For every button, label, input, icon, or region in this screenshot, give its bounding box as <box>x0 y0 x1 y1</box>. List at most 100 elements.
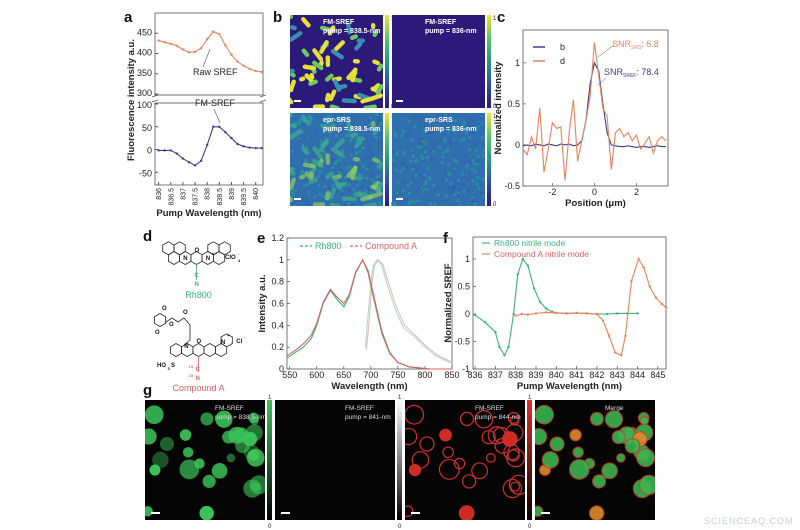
molecule-name-rh800: Rh800 <box>185 290 212 300</box>
noise-pixel <box>448 172 452 176</box>
noise-pixel <box>411 151 415 155</box>
cell <box>624 438 641 454</box>
noise-pixel <box>378 116 382 120</box>
bacterium-rod <box>376 63 383 72</box>
annotation-pointer <box>597 44 615 58</box>
bacterium-rod <box>363 202 377 206</box>
data-point <box>503 354 506 357</box>
noise-pixel <box>453 155 457 159</box>
cell <box>589 411 604 426</box>
compound-a-absorption-line <box>286 258 452 370</box>
data-point <box>512 312 515 316</box>
image-2: FM-SREF pump = 844-nm 1 0 <box>405 395 532 530</box>
cell <box>405 505 414 517</box>
scale-bar <box>281 512 290 514</box>
noise-pixel <box>379 179 383 183</box>
atom-n: N <box>195 282 199 288</box>
x-tick-label: 836.5 <box>168 188 175 206</box>
cell <box>471 462 489 480</box>
noise-pixel <box>330 117 334 121</box>
noise-pixel <box>343 202 347 206</box>
noise-pixel <box>457 178 461 182</box>
noise-pixel <box>431 143 435 147</box>
noise-pixel <box>293 204 297 206</box>
counterion: ClO <box>225 255 236 261</box>
noise-pixel <box>310 116 314 120</box>
panel-g-images: FM-SREF pump = 838.5-nm 1 0 FM-SREF pump = 84… <box>145 395 655 530</box>
cell <box>202 474 216 488</box>
data-point <box>520 312 523 316</box>
cell <box>636 448 655 468</box>
snr-value: : 6.8 <box>641 39 659 49</box>
noise-pixel <box>421 156 425 160</box>
noise-pixel <box>340 148 344 152</box>
bacterium-rod <box>301 146 310 155</box>
noise-pixel <box>452 137 456 141</box>
noise-pixel <box>402 189 406 193</box>
noise-pixel <box>439 205 443 206</box>
noise-pixel <box>394 168 398 172</box>
counterion-charge: - <box>238 251 240 256</box>
noise-pixel <box>481 132 485 136</box>
noise-pixel <box>409 159 413 163</box>
cell <box>535 404 555 425</box>
noise-pixel <box>303 183 307 187</box>
noise-pixel <box>440 161 444 165</box>
data-point <box>642 266 645 269</box>
data-point <box>187 161 191 164</box>
noise-pixel <box>307 203 311 206</box>
panel-a-chart: 300 350 400 450 -50 0 50 100 836 836.5 837 837.5 838… <box>126 12 267 219</box>
noise-pixel <box>305 191 309 195</box>
noise-pixel <box>461 172 465 176</box>
y-tick-label: -0.5 <box>454 337 470 347</box>
noise-pixel <box>291 201 295 205</box>
bacterium-rod <box>290 194 294 203</box>
noise-pixel <box>414 173 418 177</box>
bacterium-rod <box>290 123 297 129</box>
bacterium-rod <box>363 104 377 108</box>
bacterium-rod <box>360 96 373 104</box>
cell <box>601 462 618 480</box>
y-tick-label: 50 <box>142 123 152 133</box>
noise-pixel <box>467 160 471 164</box>
x-tick-label: -2 <box>548 187 556 197</box>
noise-pixel <box>410 123 414 127</box>
noise-pixel <box>466 184 470 188</box>
noise-pixel <box>401 166 405 170</box>
noise-pixel <box>369 191 373 195</box>
noise-pixel <box>474 159 478 163</box>
image-subtitle: pump = 836-nm <box>425 28 477 35</box>
image-3: Merge <box>535 400 655 520</box>
noise-pixel <box>421 176 425 180</box>
noise-pixel <box>419 186 423 190</box>
y-axis-label: Normalized SREF <box>443 263 454 342</box>
image-subtitle: pump = 844-nm <box>475 414 521 421</box>
noise-pixel <box>342 126 346 130</box>
image-0: FM-SREF pump = 838.5-nm 1 0 <box>145 395 272 530</box>
bacterium-rod <box>346 120 352 133</box>
noise-pixel <box>468 121 472 125</box>
noise-pixel <box>430 158 434 162</box>
data-point <box>614 351 617 354</box>
noise-pixel <box>471 127 475 131</box>
colorbar <box>397 400 402 520</box>
noise-pixel <box>368 116 372 120</box>
noise-pixel <box>371 172 375 176</box>
snr-label: SNR <box>612 39 632 49</box>
noise-pixel <box>419 145 423 149</box>
noise-pixel <box>366 188 370 192</box>
bacterium-rod <box>375 182 383 193</box>
noise-pixel <box>323 178 327 182</box>
noise-pixel <box>337 178 341 182</box>
cell <box>474 410 494 429</box>
image-content <box>392 15 485 108</box>
image-background <box>405 400 525 520</box>
snr-subscript: SRS <box>631 45 642 51</box>
noise-pixel <box>321 195 325 199</box>
bacterium-rod <box>352 156 360 162</box>
noise-pixel <box>464 131 468 135</box>
data-point <box>637 257 640 261</box>
noise-pixel <box>313 192 317 196</box>
bacterium-rod <box>372 30 379 38</box>
